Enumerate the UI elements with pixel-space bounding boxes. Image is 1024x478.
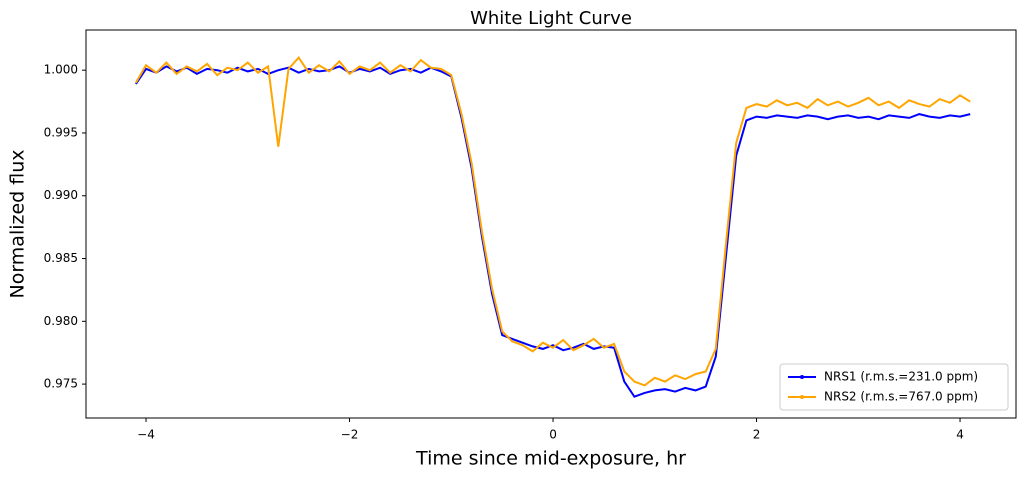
series-line xyxy=(135,55,971,387)
y-tick-label: 0.975 xyxy=(44,377,78,391)
y-tick-label: 0.980 xyxy=(44,314,78,328)
series-line xyxy=(135,65,971,398)
y-tick-label: 0.990 xyxy=(44,188,78,202)
y-tick-label: 0.985 xyxy=(44,251,78,265)
x-tick-label: 0 xyxy=(549,428,557,442)
x-axis-label: Time since mid-exposure, hr xyxy=(415,448,686,470)
legend-label: NRS2 (r.m.s.=767.0 ppm) xyxy=(824,390,978,404)
legend-marker xyxy=(800,375,804,379)
x-tick-label: −4 xyxy=(137,428,155,442)
chart-title: White Light Curve xyxy=(470,8,632,29)
plot-frame xyxy=(85,29,1017,419)
y-tick-label: 1.000 xyxy=(44,63,78,77)
legend-marker xyxy=(800,395,804,399)
y-tick-label: 0.995 xyxy=(44,125,78,139)
legend-box xyxy=(779,363,1009,411)
legend-label: NRS1 (r.m.s.=231.0 ppm) xyxy=(824,370,978,384)
x-tick-label: −2 xyxy=(341,428,359,442)
x-tick-label: 2 xyxy=(753,428,761,442)
y-axis-label: Normalized flux xyxy=(7,149,29,298)
x-tick-label: 4 xyxy=(956,428,964,442)
